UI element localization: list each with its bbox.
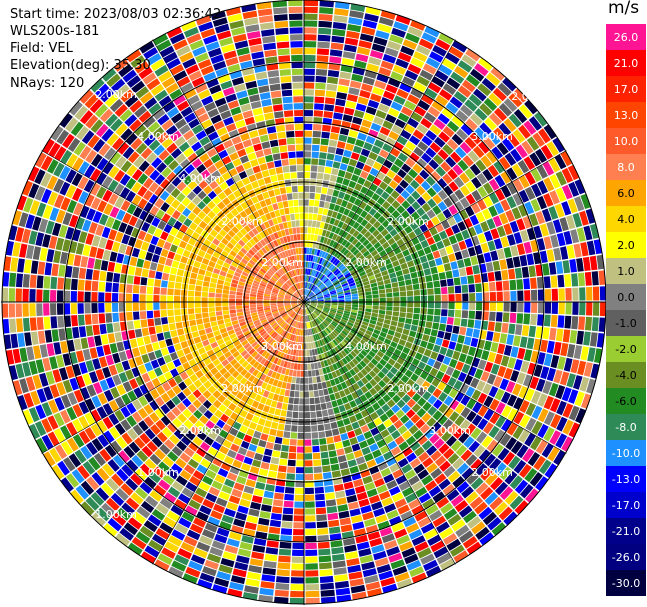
ring-label: 2.00km [387,382,429,395]
nrays-text: NRays: 120 [10,76,85,91]
elevation-text: Elevation(deg): 35.30 [10,58,151,73]
colorbar-tick-label: -1.0 [615,317,637,331]
colorbar-tick-label: -10.0 [611,447,641,461]
ring-label: 1.00km [95,508,137,521]
colorbar-tick-label: 26.0 [613,31,639,45]
ring-label: 2.00km [221,382,263,395]
ring-label: 3.00km [429,424,471,437]
ring-label: 2.00km [387,215,429,228]
ring-label: 2.00km [261,256,303,269]
colorbar-tick-label: -30.0 [611,577,641,591]
ring-label: 2.00km [345,256,387,269]
ring-labels: 2.00km 4.00km 4.00km 2.00km 2.00km 2.00km 2.00… [95,88,553,521]
colorbar-tick-label: 4.0 [617,213,635,227]
colorbar-tick-label: -13.0 [611,473,641,487]
ring-label: 4.00km [179,172,221,185]
colorbar-tick-label: -6.0 [615,395,637,409]
colorbar-tick-label: -4.0 [615,369,637,383]
colorbar-tick-label: -8.0 [615,421,637,435]
colorbar-tick-label: 6.0 [617,187,635,201]
ring-label: 3.00km [261,340,303,353]
ring-label: 4.00km [345,340,387,353]
colorbar-tick-label: -21.0 [611,525,641,539]
ring-label: 2.00km [261,340,303,353]
colorbar-tick-label: 13.0 [613,109,639,123]
velocity-colorbar [606,24,646,596]
ring-label: 4.00km [137,130,179,143]
colorbar-tick-label: 8.0 [617,161,635,175]
colorbar-tick-label: -2.0 [615,343,637,357]
start-time-text: Start time: 2023/08/03 02:36:42 [10,7,222,22]
colorbar-tick-label: 17.0 [613,83,639,97]
ring-label: 2.00km [179,424,221,437]
colorbar-tick-label: 10.0 [613,135,639,149]
ring-label: 3.00km [471,130,513,143]
ring-label: 2.00km [511,90,553,103]
colorbar-tick-label: 2.0 [617,239,635,253]
ring-label: 2.00km [221,215,263,228]
ring-label: 2.00km [95,88,137,101]
colorbar-tick-label: -26.0 [611,551,641,565]
range-rings [1,0,607,605]
velocity-field [1,0,607,605]
site-name-text: WLS200s-181 [10,24,100,39]
colorbar-tick-label: -17.0 [611,499,641,513]
colorbar-unit: m/s [608,0,640,18]
colorbar-tick-label: 0.0 [617,291,635,305]
ring-label: 2.00km [471,466,513,479]
ring-label: 2.00km [221,382,263,395]
scan-info-panel: Start time: 2023/08/03 02:36:42 WLS200s-… [10,6,221,92]
field-text: Field: VEL [10,41,73,56]
colorbar-tick-label: 1.0 [617,265,635,279]
ring-label: 1.00km [137,466,179,479]
ring-label: 2.00km [179,424,221,437]
colorbar-tick-label: 21.0 [613,57,639,71]
